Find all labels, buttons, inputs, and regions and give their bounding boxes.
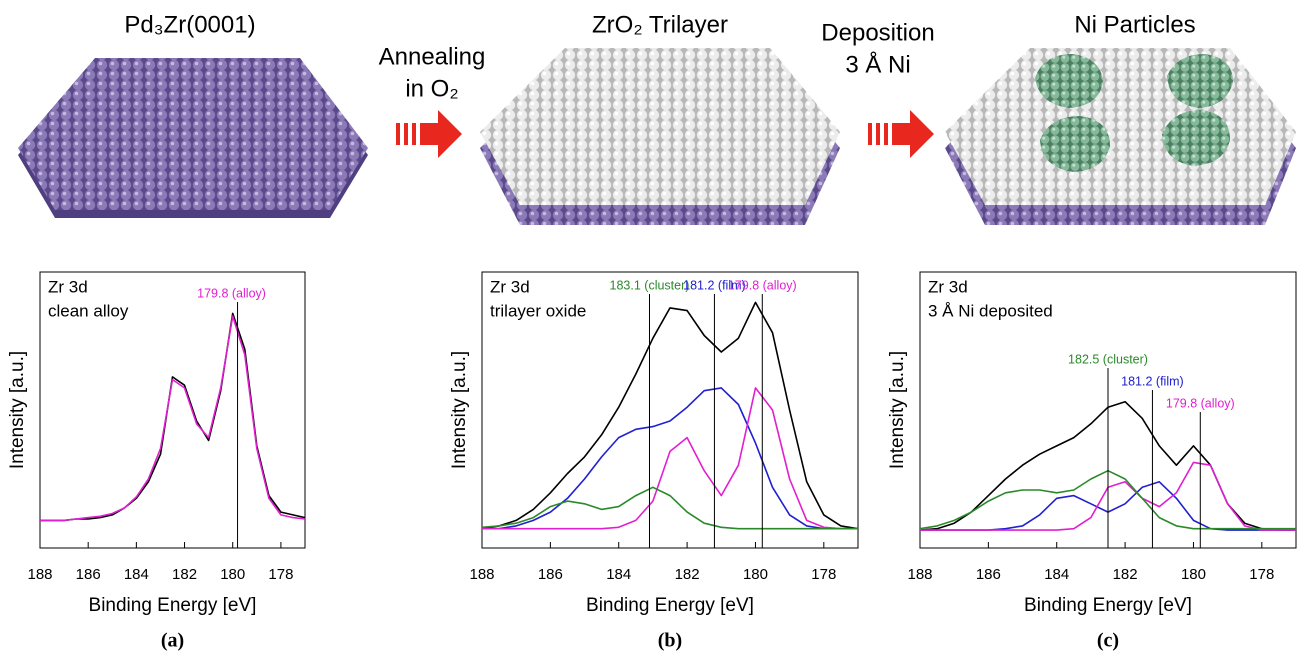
panel-label: (b)	[658, 630, 682, 652]
x-tick-label: 182	[675, 566, 700, 583]
peak-label: 183.1 (cluster)	[610, 278, 690, 292]
x-tick-label: 180	[743, 566, 768, 583]
step-label: ZrO₂ Trilayer	[592, 11, 728, 38]
arrow-label: 3 Å Ni	[845, 50, 910, 78]
x-tick-label: 178	[1249, 566, 1274, 583]
slab-ni	[945, 48, 1296, 225]
peak-label: 182.5 (cluster)	[1068, 352, 1148, 366]
panel-text: clean alloy	[48, 301, 129, 320]
step-label: Pd₃Zr(0001)	[124, 11, 255, 38]
x-tick-label: 178	[268, 566, 293, 583]
peak-label: 181.2 (film)	[1121, 374, 1184, 388]
panel-text: Zr 3d	[48, 277, 88, 296]
x-tick-label: 186	[538, 566, 563, 583]
x-axis-label: Binding Energy [eV]	[89, 595, 257, 616]
y-axis-label: Intensity [a.u.]	[887, 351, 908, 469]
x-tick-label: 188	[27, 566, 52, 583]
x-tick-label: 184	[124, 566, 149, 583]
x-tick-label: 180	[220, 566, 245, 583]
step-label: Ni Particles	[1074, 11, 1195, 38]
panel-text: 3 Å Ni deposited	[928, 301, 1053, 320]
y-axis-label: Intensity [a.u.]	[449, 351, 470, 469]
x-tick-label: 182	[172, 566, 197, 583]
peak-label: 179.8 (alloy)	[197, 286, 266, 300]
slab-oxide	[480, 48, 840, 225]
panel-label: (a)	[161, 630, 184, 652]
x-tick-label: 180	[1181, 566, 1206, 583]
x-axis-label: Binding Energy [eV]	[586, 595, 754, 616]
arrow	[396, 110, 462, 158]
x-tick-label: 186	[976, 566, 1001, 583]
panel-text: Zr 3d	[490, 277, 530, 296]
x-axis-label: Binding Energy [eV]	[1024, 595, 1192, 616]
x-tick-label: 186	[76, 566, 101, 583]
x-tick-label: 184	[606, 566, 631, 583]
x-tick-label: 182	[1113, 566, 1138, 583]
x-tick-label: 188	[469, 566, 494, 583]
panel-text: Zr 3d	[928, 277, 968, 296]
arrow	[868, 110, 934, 158]
x-tick-label: 184	[1044, 566, 1069, 583]
peak-label: 179.8 (alloy)	[1166, 396, 1235, 410]
panel-text: trilayer oxide	[490, 301, 586, 320]
spectrum-line	[40, 316, 305, 520]
arrow-label: Deposition	[821, 19, 934, 46]
slab-alloy	[18, 58, 368, 218]
x-tick-label: 178	[811, 566, 836, 583]
peak-label: 179.8 (alloy)	[728, 278, 797, 292]
arrow-label: Annealing	[379, 43, 486, 70]
x-tick-label: 188	[907, 566, 932, 583]
spectrum-line	[40, 313, 305, 520]
panel-label: (c)	[1097, 630, 1119, 652]
arrow-label: in O₂	[405, 75, 458, 102]
y-axis-label: Intensity [a.u.]	[7, 351, 28, 469]
figure: Pd₃Zr(0001) ZrO₂ Trilayer Ni Particles A…	[0, 0, 1298, 658]
